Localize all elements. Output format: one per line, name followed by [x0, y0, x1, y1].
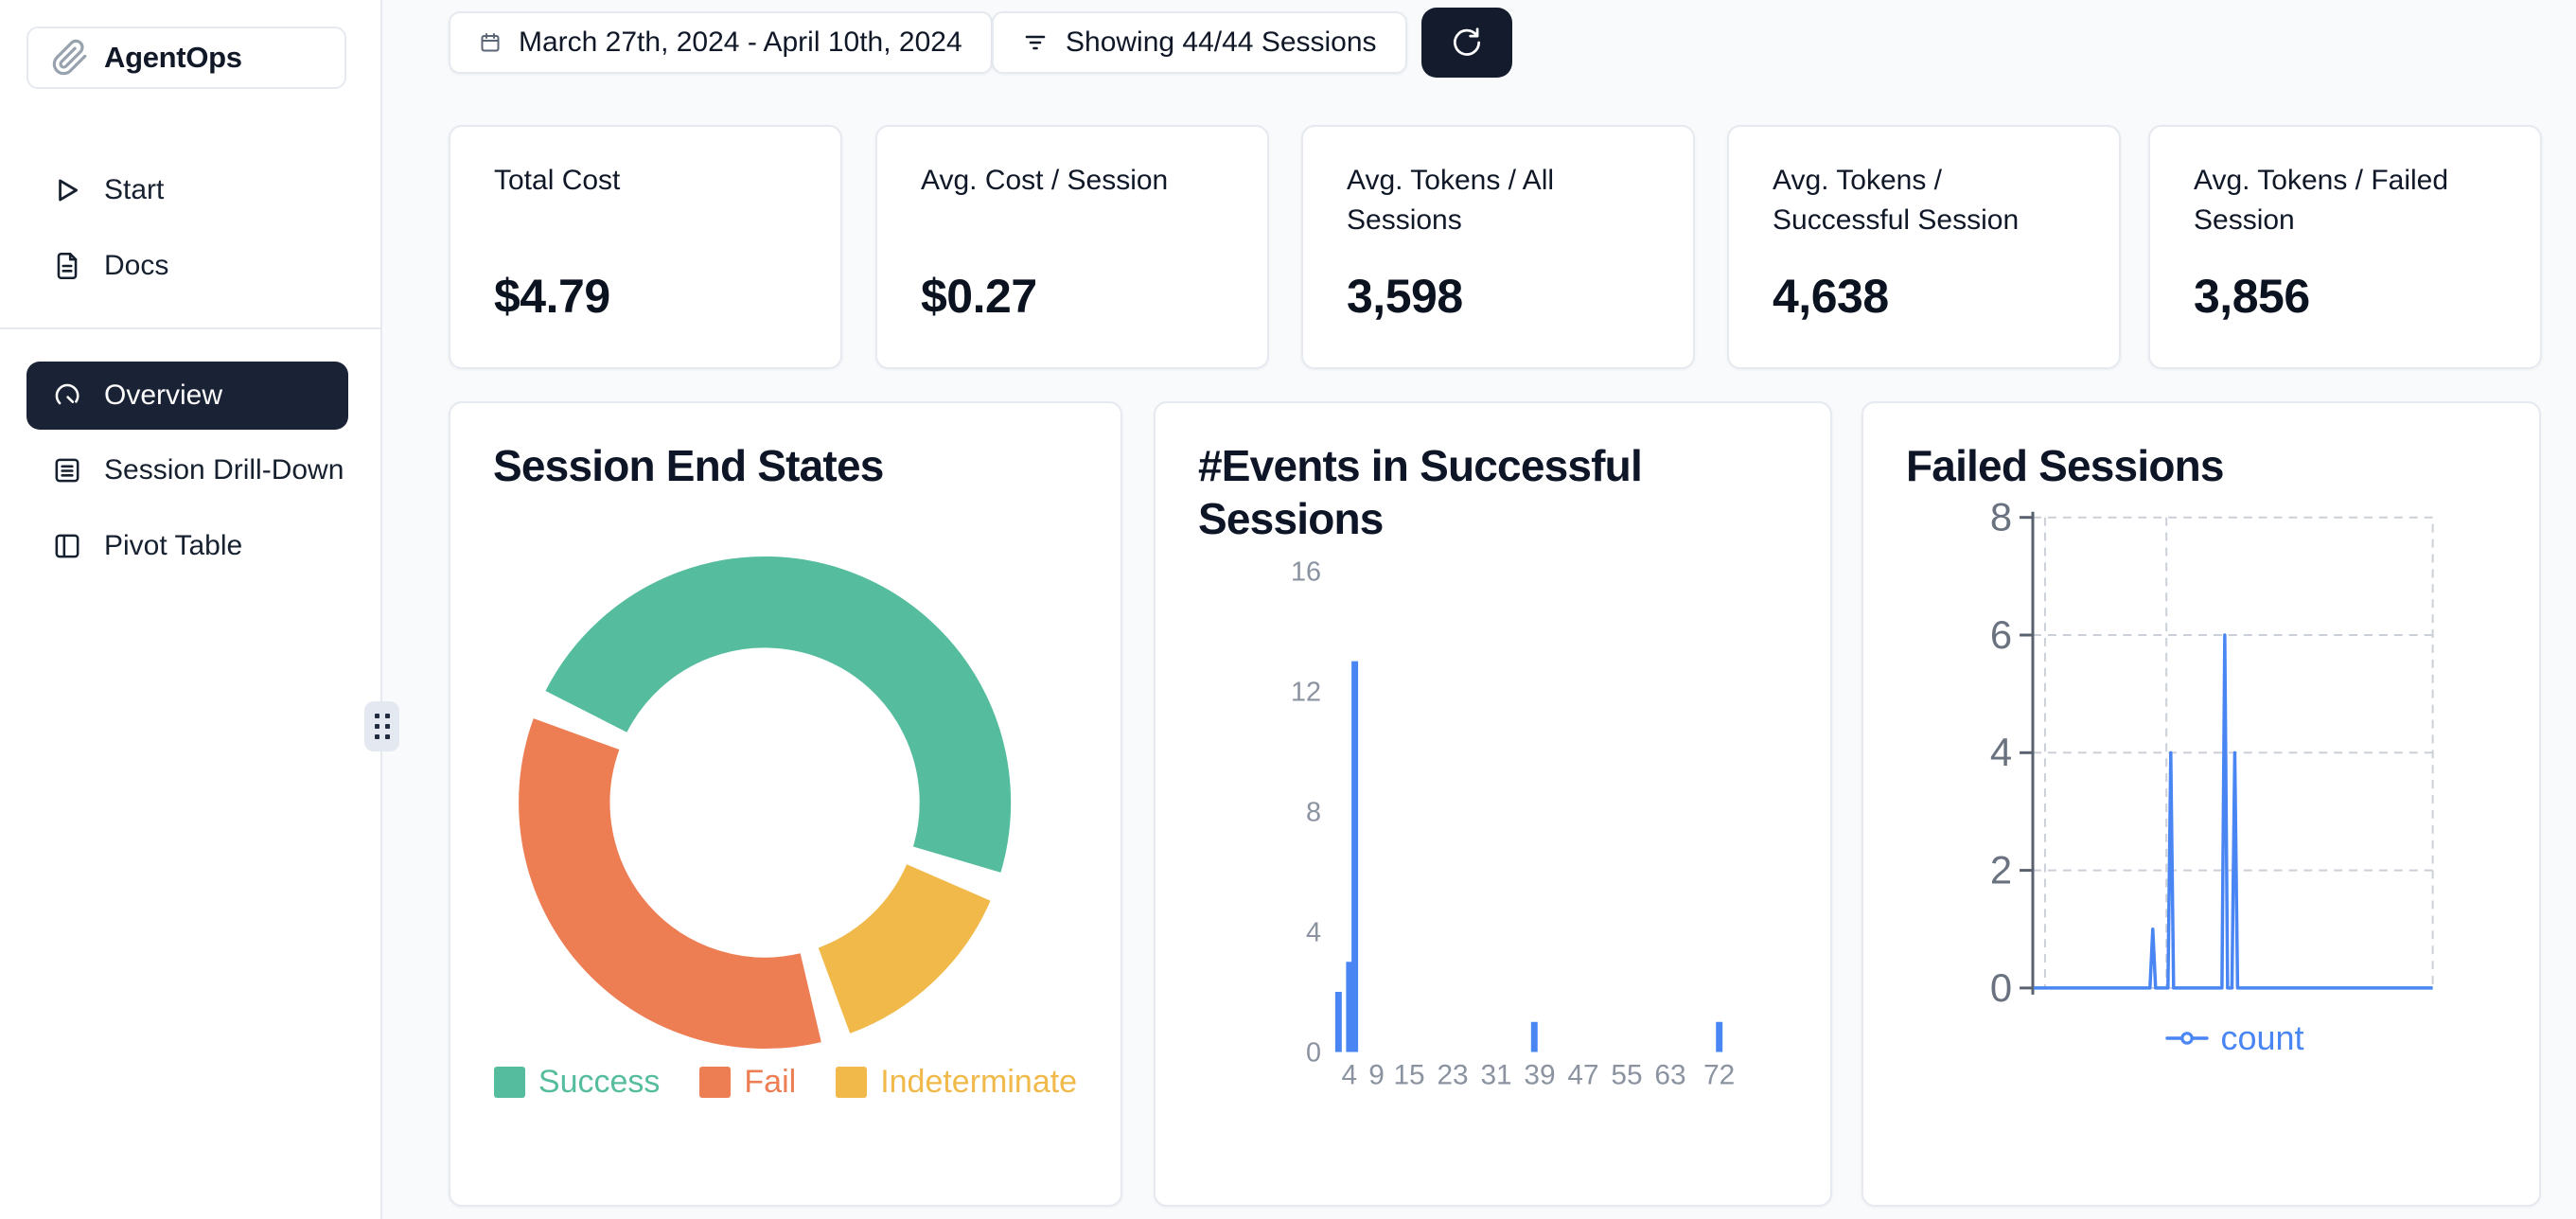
count-line [2033, 633, 2433, 990]
chart-card-session-end-states: Session End States Success Fail Indetermin… [449, 401, 1122, 1207]
stat-value: 4,638 [1773, 270, 1889, 323]
grip-dots-icon [374, 714, 390, 739]
donut-segment-success [545, 556, 1012, 873]
sidebar-item-label: Pivot Table [104, 530, 243, 561]
pivot-panel-icon [51, 530, 83, 562]
x-tick-label: 4 [1342, 1059, 1358, 1090]
stat-card-total-cost: Total Cost $4.79 [449, 125, 842, 369]
date-range-button[interactable]: March 27th, 2024 - April 10th, 2024 [449, 11, 993, 74]
legend-swatch [493, 1067, 525, 1098]
failed-sessions-line-chart: 8 6 4 2 0 [1990, 495, 2434, 1010]
sidebar-item-docs[interactable]: Docs [26, 238, 348, 293]
donut-segment-fail [519, 718, 821, 1050]
legend-item-success[interactable]: Success [493, 1064, 661, 1101]
session-end-states-donut [519, 556, 1012, 1050]
count-legend[interactable]: count [2034, 1018, 2436, 1058]
calendar-icon [479, 31, 502, 54]
x-tick-label: 31 [1480, 1059, 1511, 1090]
stat-card-avg-tokens-all: Avg. Tokens / All Sessions 3,598 [1301, 125, 1695, 369]
x-tick-label: 9 [1368, 1059, 1385, 1090]
chart-card-events-in-successful-sessions: #Events in Successful Sessions 0 4 8 12 16 4 9… [1154, 401, 1832, 1207]
stat-value: $4.79 [494, 270, 610, 323]
filter-icon [1022, 29, 1049, 56]
brand-logo[interactable]: AgentOps [26, 26, 346, 89]
legend-label: Success [538, 1064, 661, 1100]
sessions-filter-label: Showing 44/44 Sessions [1066, 26, 1377, 58]
sidebar-item-label: Overview [104, 380, 223, 411]
sidebar-item-pivot-table[interactable]: Pivot Table [26, 519, 348, 574]
list-box-icon [51, 454, 83, 486]
y-tick-label: 6 [1990, 612, 2012, 657]
sidebar-item-label: Start [104, 174, 165, 205]
legend-swatch [836, 1067, 868, 1098]
y-tick-label: 8 [1990, 495, 2012, 539]
legend-label: Indeterminate [880, 1064, 1078, 1100]
stat-label: Avg. Tokens / Failed Session [2194, 165, 2449, 236]
paperclip-icon [51, 39, 89, 77]
refresh-icon [1449, 25, 1485, 61]
stat-label: Total Cost [494, 165, 621, 196]
x-tick-label: 23 [1437, 1059, 1468, 1090]
stat-card-avg-tokens-successful: Avg. Tokens / Successful Session 4,638 [1727, 125, 2121, 369]
date-range-label: March 27th, 2024 - April 10th, 2024 [519, 26, 962, 58]
sidebar-item-label: Docs [104, 250, 169, 281]
donut-segment-indeterminate [817, 863, 991, 1034]
brand-name: AgentOps [104, 41, 242, 74]
stat-label: Avg. Tokens / Successful Session [1773, 165, 2020, 236]
docs-icon [51, 250, 83, 282]
bar [1530, 1021, 1538, 1052]
y-tick-label: 0 [1990, 965, 2012, 1010]
stat-value: $0.27 [921, 270, 1037, 323]
refresh-button[interactable] [1421, 8, 1512, 78]
x-tick-label: 55 [1611, 1059, 1642, 1090]
line-marker-icon [2165, 1030, 2210, 1047]
y-tick-label: 0 [1306, 1037, 1321, 1068]
play-icon [51, 174, 83, 206]
bar [1346, 962, 1353, 1052]
chart-title: Failed Sessions [1906, 441, 2225, 490]
y-tick-label: 2 [1990, 848, 2012, 892]
stat-card-avg-tokens-failed: Avg. Tokens / Failed Session 3,856 [2148, 125, 2542, 369]
stat-card-avg-cost-session: Avg. Cost / Session $0.27 [875, 125, 1269, 369]
x-tick-label: 15 [1393, 1059, 1424, 1090]
y-tick-label: 16 [1291, 556, 1321, 587]
y-tick-label: 4 [1306, 917, 1321, 947]
chart-card-failed-sessions: Failed Sessions 8 6 4 2 0 count [1861, 401, 2541, 1207]
bar [1716, 1021, 1723, 1052]
x-tick-label: 63 [1654, 1059, 1685, 1090]
sidebar: AgentOps Start Docs [0, 0, 382, 1219]
stat-label: Avg. Cost / Session [921, 165, 1169, 196]
sidebar-item-start[interactable]: Start [26, 163, 348, 218]
chart-title: Session End States [493, 441, 884, 490]
y-tick-label: 8 [1306, 797, 1321, 827]
sessions-filter-button[interactable]: Showing 44/44 Sessions [992, 11, 1407, 74]
x-tick-label: 72 [1703, 1059, 1735, 1090]
sidebar-resize-handle[interactable] [364, 701, 399, 751]
bar [1334, 992, 1342, 1052]
gauge-icon [51, 380, 83, 412]
sidebar-item-session-drill-down[interactable]: Session Drill-Down [26, 443, 348, 498]
y-tick-label: 12 [1291, 677, 1321, 707]
sidebar-item-label: Session Drill-Down [104, 454, 344, 486]
x-tick-label: 39 [1524, 1059, 1555, 1090]
x-tick-label: 47 [1567, 1059, 1598, 1090]
legend-swatch [699, 1067, 732, 1098]
stat-value: 3,856 [2194, 270, 2310, 323]
sidebar-divider [0, 327, 382, 329]
bar [1351, 661, 1359, 1052]
legend-label: Fail [744, 1064, 797, 1100]
y-tick-label: 4 [1990, 730, 2012, 774]
sidebar-item-overview[interactable]: Overview [26, 362, 348, 430]
stat-value: 3,598 [1347, 270, 1463, 323]
chart-title: #Events in Successful Sessions [1198, 441, 1643, 543]
count-legend-label: count [2220, 1018, 2304, 1057]
donut-legend: Success Fail Indeterminate [450, 1064, 1120, 1101]
legend-item-indeterminate[interactable]: Indeterminate [836, 1064, 1077, 1101]
stat-label: Avg. Tokens / All Sessions [1347, 165, 1555, 236]
legend-item-fail[interactable]: Fail [699, 1064, 796, 1101]
